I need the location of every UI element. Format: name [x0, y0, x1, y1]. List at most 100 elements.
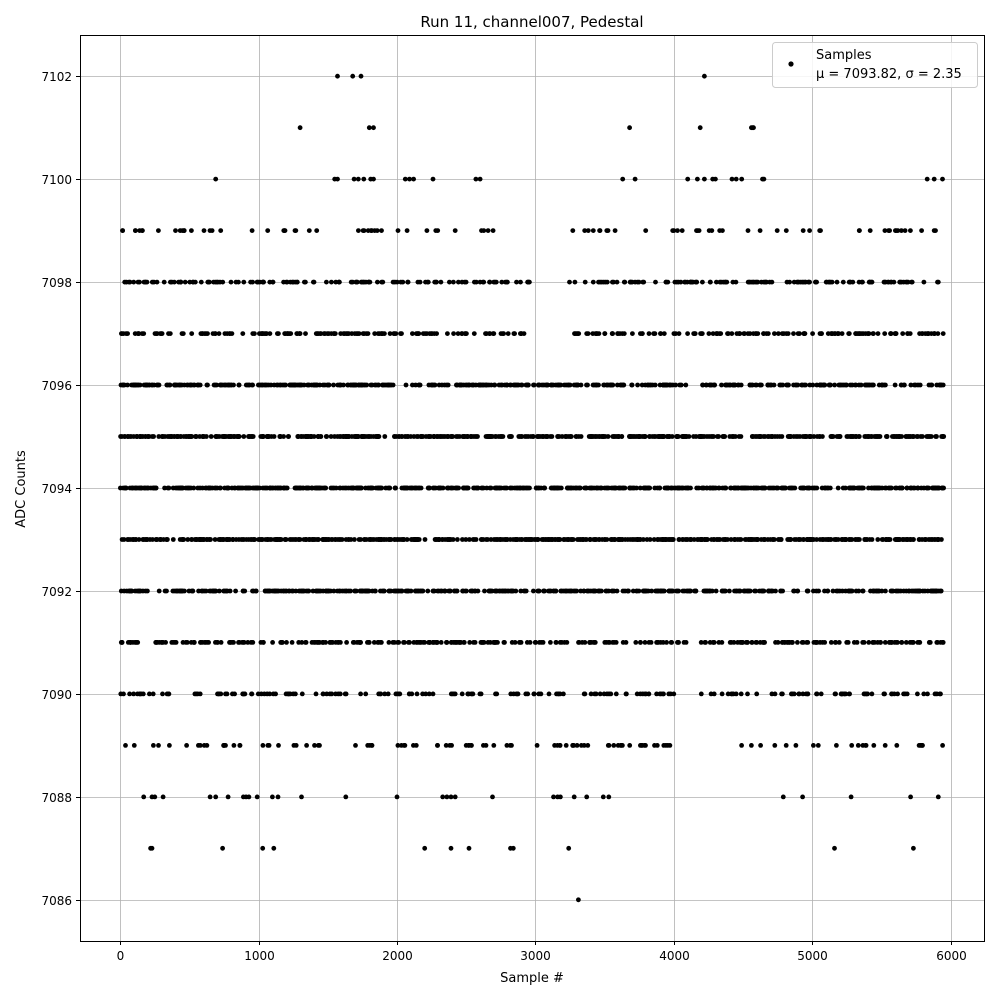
data-point	[371, 640, 377, 645]
data-point	[753, 640, 759, 645]
data-point	[273, 537, 279, 542]
data-point	[484, 331, 489, 336]
data-point	[584, 794, 590, 800]
data-point	[623, 640, 629, 645]
data-point	[882, 640, 888, 645]
data-point	[168, 434, 174, 439]
data-point	[791, 279, 797, 285]
data-point	[485, 228, 491, 234]
data-point	[491, 743, 497, 748]
data-point	[370, 588, 375, 594]
data-point	[921, 279, 927, 285]
data-point	[716, 640, 722, 645]
data-point	[848, 794, 854, 800]
data-point	[777, 382, 783, 388]
data-point	[422, 845, 428, 851]
data-point	[772, 743, 778, 748]
data-point	[814, 691, 819, 697]
data-point	[710, 331, 716, 336]
data-point	[713, 176, 718, 182]
data-point	[259, 691, 264, 697]
data-point	[532, 640, 538, 645]
data-point	[758, 537, 764, 542]
data-point	[757, 228, 763, 234]
data-point	[870, 588, 876, 594]
data-point	[680, 485, 686, 491]
data-point	[686, 434, 692, 439]
data-point	[654, 691, 659, 697]
data-point	[405, 279, 411, 285]
data-point	[646, 640, 652, 645]
data-point	[940, 743, 945, 748]
chart-title: Run 11, channel007, Pedestal	[420, 13, 643, 31]
data-point	[634, 588, 640, 594]
data-point	[933, 588, 939, 594]
data-point	[849, 382, 855, 388]
data-point	[921, 691, 927, 697]
data-point	[892, 331, 898, 336]
data-point	[916, 640, 922, 645]
data-point	[857, 331, 862, 336]
data-point	[248, 537, 254, 542]
data-point	[514, 691, 520, 697]
data-point	[914, 434, 920, 439]
data-point	[700, 279, 705, 285]
data-point	[556, 537, 562, 542]
data-point	[661, 691, 666, 697]
data-point	[305, 588, 311, 594]
data-point	[641, 588, 647, 594]
data-point	[213, 794, 219, 800]
data-point	[627, 279, 633, 285]
data-point	[665, 279, 671, 285]
data-point	[548, 640, 553, 645]
data-point	[366, 125, 372, 131]
data-point	[448, 794, 454, 800]
data-point	[387, 331, 393, 336]
data-point	[283, 588, 289, 594]
data-point	[432, 537, 438, 542]
data-point	[674, 279, 680, 285]
data-point	[774, 228, 780, 234]
data-point	[514, 279, 519, 285]
data-point	[368, 485, 374, 491]
data-point	[293, 691, 298, 697]
data-point	[676, 640, 681, 645]
plot-frame	[80, 35, 985, 942]
data-point	[241, 640, 247, 645]
data-point	[295, 434, 301, 439]
data-point	[391, 588, 397, 594]
data-point	[211, 279, 217, 285]
data-point	[459, 691, 465, 697]
data-point	[265, 743, 271, 748]
data-point	[386, 640, 392, 645]
data-point	[677, 382, 683, 388]
data-point	[632, 537, 638, 542]
data-point	[490, 794, 495, 800]
data-point	[776, 331, 781, 336]
x-axis-label: Sample #	[500, 971, 564, 986]
data-point	[675, 228, 680, 234]
data-point	[241, 279, 247, 285]
data-point	[732, 588, 737, 594]
data-point	[179, 331, 185, 336]
data-point	[152, 794, 158, 800]
data-point	[303, 640, 308, 645]
data-point	[289, 640, 295, 645]
data-point	[657, 588, 663, 594]
data-point	[779, 485, 784, 491]
data-point	[785, 331, 791, 336]
data-point	[313, 588, 319, 594]
data-point	[938, 691, 943, 697]
data-point	[278, 640, 284, 645]
data-point	[372, 331, 378, 336]
data-point	[585, 331, 591, 336]
data-point	[267, 485, 273, 491]
data-point	[759, 279, 764, 285]
data-point	[318, 434, 324, 439]
data-point	[512, 640, 518, 645]
data-point	[449, 743, 454, 748]
data-point	[462, 331, 468, 336]
data-point	[658, 331, 663, 336]
data-point	[447, 279, 452, 285]
data-point	[706, 228, 712, 234]
